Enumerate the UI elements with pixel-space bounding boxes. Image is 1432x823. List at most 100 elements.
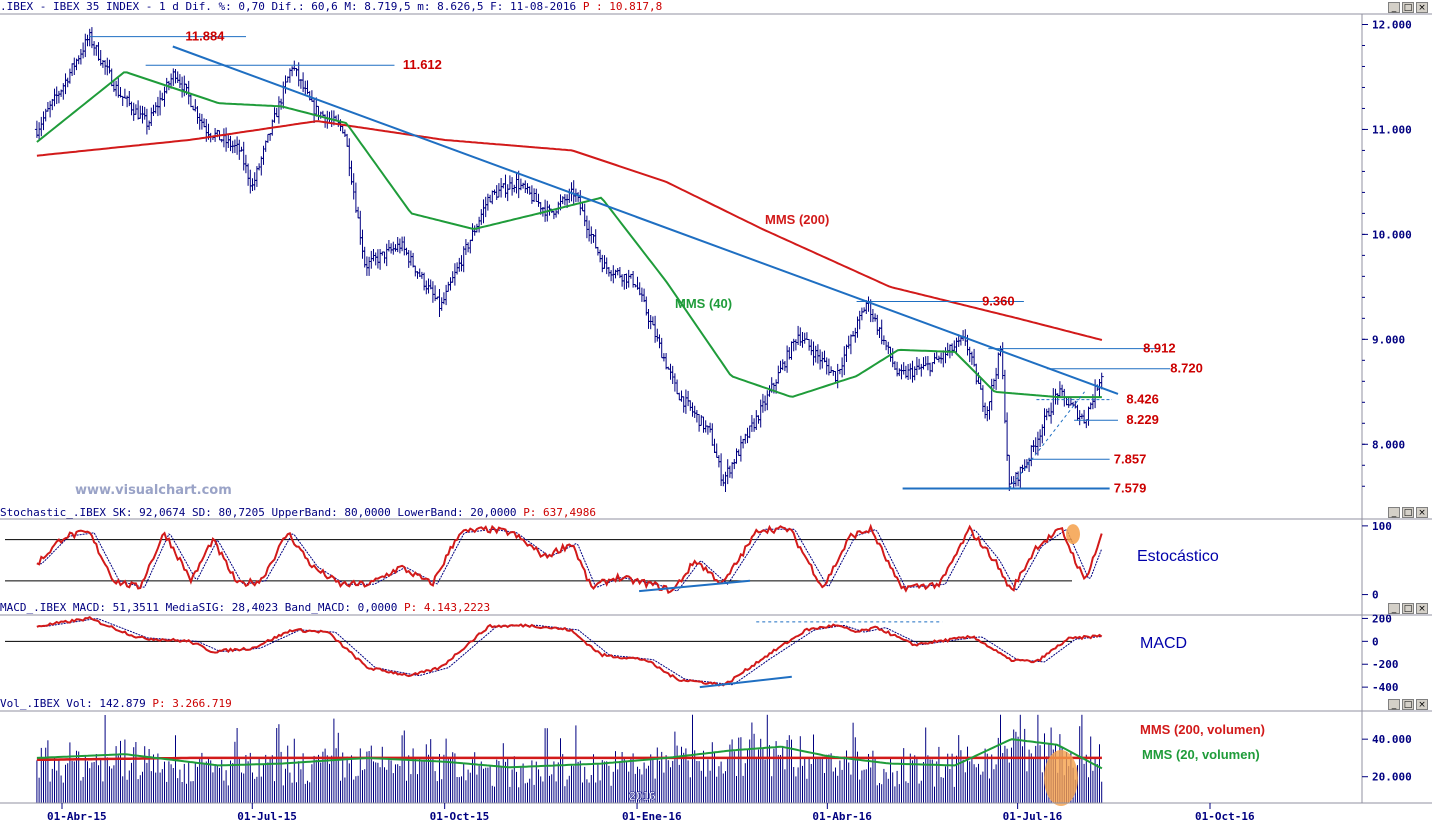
price-bar: [309, 90, 314, 102]
price-bar: [195, 106, 200, 124]
price-bar: [664, 353, 669, 370]
price-bar: [672, 373, 677, 392]
x-axis-label: 01-Abr-16: [812, 810, 872, 823]
price-bar: [930, 362, 935, 373]
price-bar: [237, 139, 242, 160]
price-bar: [831, 370, 836, 376]
price-bar: [1077, 410, 1082, 426]
price-bar: [232, 139, 237, 153]
price-bar: [848, 334, 853, 355]
price-bar: [369, 250, 374, 269]
level-label: 8.229: [1126, 412, 1159, 427]
price-bar: [1044, 408, 1049, 421]
maximize-button[interactable]: □: [1402, 699, 1414, 710]
price-bar: [609, 270, 614, 282]
price-bar: [897, 368, 902, 377]
price-bar: [683, 389, 688, 414]
price-bar: [589, 226, 594, 244]
minimize-button[interactable]: _: [1388, 2, 1400, 13]
price-bar: [943, 347, 948, 364]
price-bar: [534, 188, 539, 202]
price-bar: [180, 76, 185, 98]
price-bar: [488, 194, 493, 203]
price-bar: [468, 239, 473, 254]
price-bar: [448, 277, 453, 291]
level-label: 8.912: [1143, 341, 1176, 356]
year-marker: 2016: [629, 789, 656, 803]
maximize-button[interactable]: □: [1402, 507, 1414, 518]
support-dashed-line: [1008, 391, 1085, 489]
price-bar: [980, 385, 985, 412]
vol-axis-label: 20.000: [1372, 771, 1412, 784]
price-bar: [710, 423, 715, 446]
price-bar: [738, 435, 743, 462]
price-bar: [734, 448, 739, 464]
price-bar: [52, 88, 57, 107]
close-button[interactable]: ×: [1416, 2, 1428, 13]
price-bar: [389, 243, 394, 254]
price-bar: [122, 88, 127, 99]
minimize-button[interactable]: _: [1388, 699, 1400, 710]
vol200-label: MMS (200, volumen): [1140, 722, 1265, 737]
price-bar: [510, 177, 515, 196]
price-bar: [820, 351, 825, 369]
level-label: 11.884: [185, 29, 225, 44]
price-bar: [725, 459, 730, 485]
price-axis-label: 12.000: [1372, 18, 1412, 31]
price-bar: [793, 339, 798, 351]
price-bar: [360, 229, 365, 259]
stoch-label: Estocástico: [1137, 548, 1219, 565]
macd-line: [36, 616, 1103, 687]
price-bar: [789, 341, 794, 360]
macd-p-value: P: 4.143,2223: [403, 601, 491, 614]
price-bar: [290, 66, 295, 77]
price-bar: [624, 273, 629, 289]
price-bar: [1007, 454, 1012, 491]
price-bar: [144, 108, 149, 135]
price-bar: [422, 272, 427, 291]
price-bar: [219, 139, 224, 143]
price-bar: [1046, 407, 1051, 417]
minimize-button[interactable]: _: [1388, 603, 1400, 614]
price-bar: [521, 182, 526, 189]
price-bar: [81, 42, 86, 59]
macd-header-text: MACD_.IBEX MACD: 51,3511 MediaSIG: 28,40…: [0, 601, 398, 614]
price-bar: [873, 313, 878, 322]
macd-axis-label: 200: [1372, 612, 1392, 625]
price-bar: [598, 249, 603, 263]
price-bar: [107, 59, 112, 74]
price-bar: [778, 360, 783, 374]
price-bar: [1084, 419, 1089, 429]
price-bar: [763, 395, 768, 412]
close-button[interactable]: ×: [1416, 699, 1428, 710]
price-bar: [901, 362, 906, 375]
vol-window-buttons: _ □ ×: [1388, 699, 1430, 711]
stoch-axis-label: 100: [1372, 520, 1392, 533]
price-bar: [941, 350, 946, 368]
price-bar: [259, 156, 264, 176]
close-button[interactable]: ×: [1416, 507, 1428, 518]
price-bar: [424, 280, 429, 295]
price-bar: [149, 107, 154, 126]
vol-axis-label: 40.000: [1372, 733, 1412, 746]
price-bar: [103, 60, 108, 75]
maximize-button[interactable]: □: [1402, 2, 1414, 13]
price-bar: [928, 362, 933, 377]
price-bar: [439, 297, 444, 311]
price-bar: [1029, 445, 1034, 467]
price-bar: [870, 309, 875, 323]
close-button[interactable]: ×: [1416, 603, 1428, 614]
price-bar: [171, 68, 176, 86]
minimize-button[interactable]: _: [1388, 507, 1400, 518]
price-bar: [919, 363, 924, 377]
price-bar: [235, 136, 240, 155]
price-bar: [782, 361, 787, 372]
price-bar: [723, 471, 728, 492]
price-bar: [688, 400, 693, 411]
maximize-button[interactable]: □: [1402, 603, 1414, 614]
price-bar: [800, 332, 805, 348]
price-bar: [987, 401, 992, 420]
price-bar: [745, 427, 750, 444]
price-bar: [899, 364, 904, 380]
